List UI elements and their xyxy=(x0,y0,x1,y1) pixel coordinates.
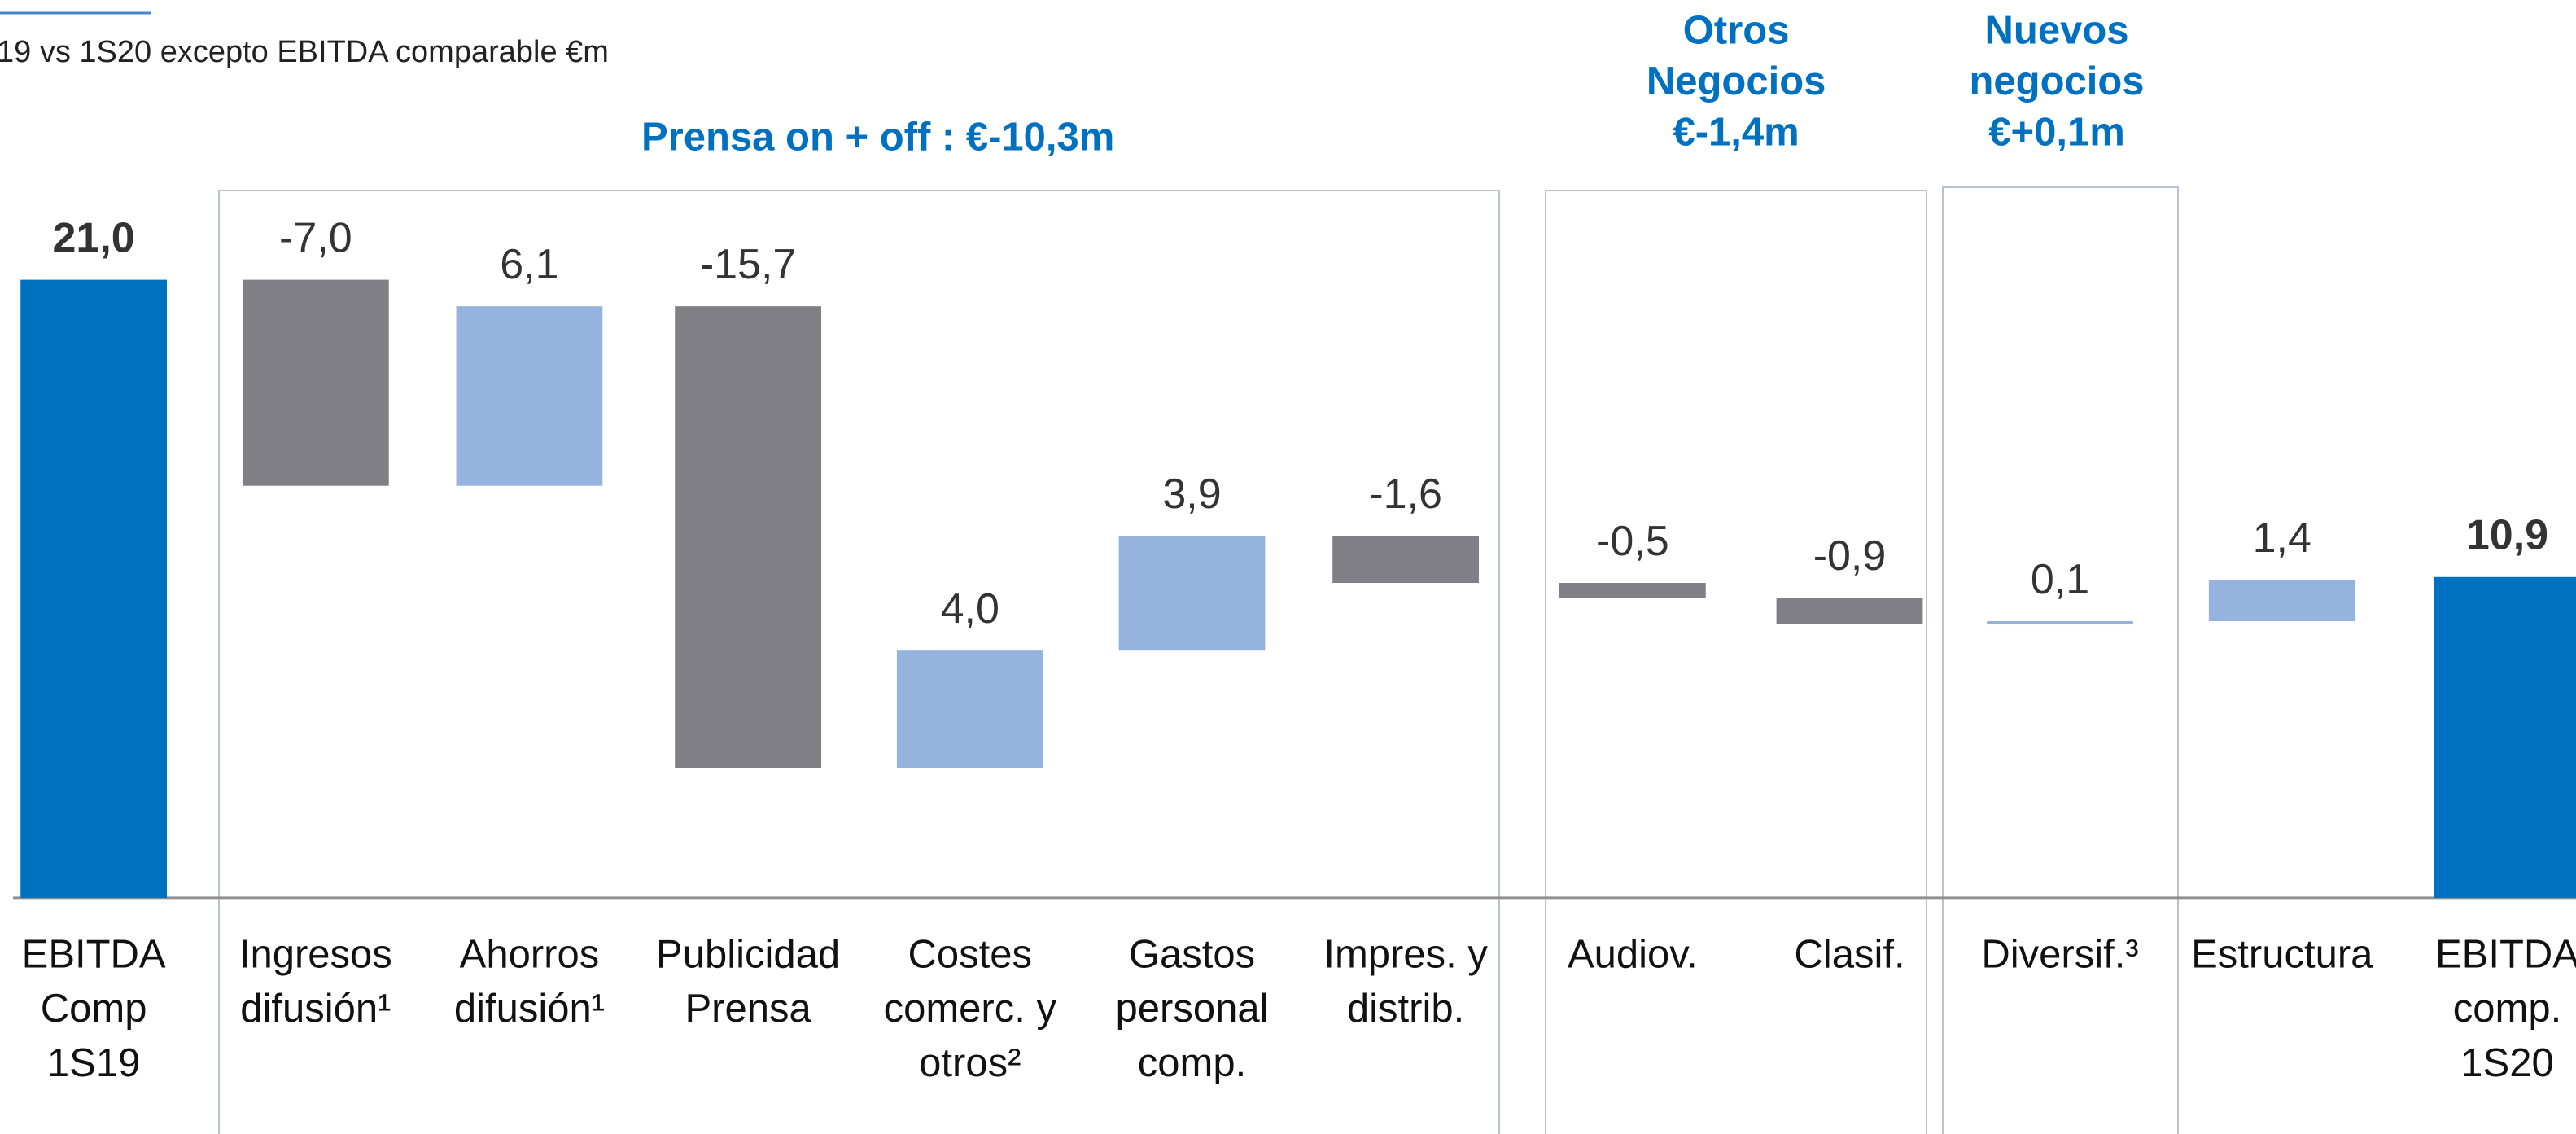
x-tick-label: Ahorros xyxy=(460,933,600,977)
group-label: Otros xyxy=(1683,8,1790,52)
bar xyxy=(20,279,168,898)
x-tick-label: 1S20 xyxy=(2460,1041,2553,1085)
bar xyxy=(1559,583,1706,598)
x-tick-label: comerc. y xyxy=(884,987,1057,1031)
bar xyxy=(456,306,603,486)
value-label: 4,0 xyxy=(941,585,999,633)
value-label: 0,1 xyxy=(2031,556,2089,603)
value-label: -0,5 xyxy=(1596,518,1669,565)
x-tick-label: distrib. xyxy=(1347,987,1464,1031)
bar xyxy=(242,279,389,486)
bar xyxy=(896,650,1043,768)
x-tick-label: Costes xyxy=(908,933,1033,977)
x-tick-label: otros² xyxy=(919,1041,1021,1085)
x-tick-label: comp. xyxy=(2453,987,2561,1031)
x-tick-label: Impres. y xyxy=(1323,933,1488,977)
value-label: 10,9 xyxy=(2466,512,2548,559)
value-label: 3,9 xyxy=(1162,471,1221,518)
x-tick-label: EBITDA xyxy=(22,933,166,977)
group-label: €-1,4m xyxy=(1673,111,1799,155)
bar xyxy=(1332,536,1479,584)
x-tick-label: Clasif. xyxy=(1794,933,1905,977)
bar xyxy=(2208,580,2355,622)
x-tick-label: 1S19 xyxy=(47,1041,140,1085)
group-label: Prensa on + off : €-10,3m xyxy=(641,116,1114,160)
group-label: €+0,1m xyxy=(1988,111,2125,155)
x-tick-label: Publicidad xyxy=(656,933,840,977)
chart-subtitle: 19 vs 1S20 excepto EBITDA comparable €m xyxy=(0,35,609,69)
x-tick-label: EBITDA xyxy=(2435,933,2576,977)
value-label: 6,1 xyxy=(500,241,558,288)
value-label: 1,4 xyxy=(2253,514,2311,562)
bar xyxy=(1118,536,1266,651)
value-label: 21,0 xyxy=(53,214,135,261)
x-tick-label: Diversif.³ xyxy=(1981,933,2138,977)
x-tick-label: Prensa xyxy=(684,987,811,1031)
bar xyxy=(1987,621,2133,625)
bar xyxy=(2434,576,2576,898)
x-tick-label: Estructura xyxy=(2191,933,2373,977)
x-tick-label: difusión¹ xyxy=(240,987,391,1031)
x-tick-label: Gastos xyxy=(1129,933,1255,977)
value-label: -15,7 xyxy=(700,241,797,288)
group-box xyxy=(218,190,1500,1134)
x-tick-label: Comp xyxy=(41,987,147,1031)
value-label: -1,6 xyxy=(1369,471,1442,518)
x-tick-label: Audiov. xyxy=(1568,933,1698,977)
bar xyxy=(675,306,821,768)
group-label: Negocios xyxy=(1647,59,1826,103)
x-tick-label: difusión¹ xyxy=(454,987,605,1031)
value-label: -7,0 xyxy=(279,214,352,261)
bar xyxy=(1776,598,1923,624)
group-box xyxy=(1942,186,2179,1134)
x-tick-label: personal xyxy=(1116,987,1269,1031)
value-label: -0,9 xyxy=(1813,532,1887,580)
group-label: negocios xyxy=(1969,59,2144,103)
x-tick-label: comp. xyxy=(1138,1041,1246,1085)
x-tick-label: Ingresos xyxy=(239,933,392,977)
group-box xyxy=(1545,190,1927,1134)
group-label: Nuevos xyxy=(1985,8,2129,52)
